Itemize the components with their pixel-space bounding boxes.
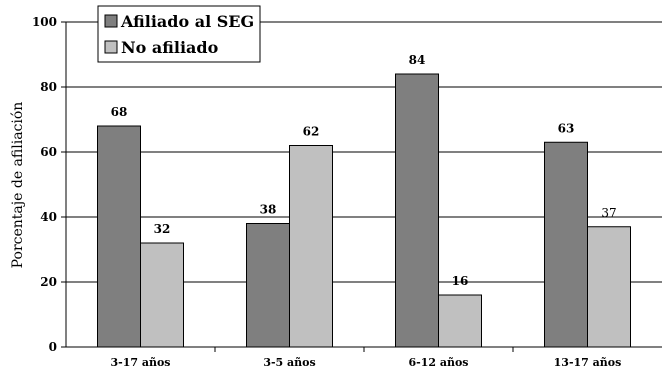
y-tick-label: 60 — [40, 145, 57, 159]
legend-label-no-afiliado: No afiliado — [121, 38, 219, 57]
bar-no-afiliado — [587, 226, 631, 348]
bar-no-afiliado — [289, 145, 333, 348]
x-tick-label: 6-12 años — [408, 356, 468, 369]
x-tick-labels: 3-17 años 3-5 años 6-12 años 13-17 años — [110, 356, 621, 369]
legend-swatch-no-afiliado — [104, 40, 118, 54]
data-label: 63 — [558, 121, 575, 135]
axes — [61, 21, 662, 352]
legend-box — [97, 5, 261, 63]
bar-afiliado — [395, 73, 439, 348]
legend-label-afiliado: Afiliado al SEG — [120, 12, 254, 31]
x-tick-label: 13-17 años — [554, 356, 622, 369]
y-tick-label: 0 — [49, 340, 57, 354]
data-label: 16 — [452, 274, 469, 288]
bar-afiliado — [97, 125, 141, 348]
legend: Afiliado al SEG No afiliado — [97, 5, 261, 63]
bars — [97, 73, 631, 348]
y-tick-label: 20 — [40, 275, 57, 289]
x-tick-label: 3-17 años — [110, 356, 170, 369]
bar-no-afiliado — [140, 242, 184, 348]
bar-afiliado — [544, 141, 588, 348]
data-label: 37 — [601, 206, 616, 220]
data-label: 62 — [303, 125, 320, 139]
data-label: 38 — [260, 203, 277, 217]
y-tick-labels: 0 20 40 60 80 100 — [32, 15, 57, 354]
y-tick-label: 100 — [32, 15, 57, 29]
data-label: 84 — [409, 53, 426, 67]
data-labels: 68 32 38 62 84 16 63 37 — [111, 53, 617, 288]
y-tick-label: 80 — [40, 80, 57, 94]
data-label: 68 — [111, 105, 128, 119]
legend-swatch-afiliado — [104, 14, 118, 28]
data-label: 32 — [154, 222, 171, 236]
bar-no-afiliado — [438, 294, 482, 348]
x-tick-label: 3-5 años — [263, 356, 315, 369]
y-tick-label: 40 — [40, 210, 57, 224]
bar-afiliado — [246, 223, 290, 348]
y-axis-title: Porcentaje de afiliación — [10, 102, 26, 269]
